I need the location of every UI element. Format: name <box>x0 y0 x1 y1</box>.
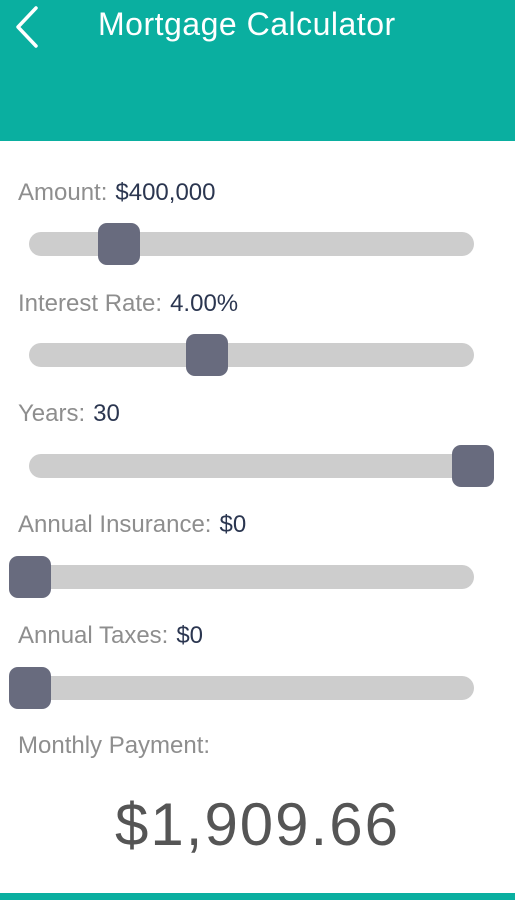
page-title: Mortgage Calculator <box>98 6 396 42</box>
amount-label: Amount: <box>18 179 108 206</box>
amount-slider[interactable] <box>29 223 474 265</box>
monthly-payment-label: Monthly Payment: <box>18 732 211 759</box>
years-label: Years: <box>18 400 86 427</box>
annual-taxes-slider-thumb[interactable] <box>9 667 51 709</box>
annual-taxes-value: $0 <box>176 622 204 649</box>
annual-insurance-slider[interactable] <box>9 556 474 598</box>
years-row-label: Years: 30 <box>18 398 120 430</box>
interest-rate-slider-thumb[interactable] <box>186 334 229 376</box>
app-header: Mortgage Calculator <box>0 0 515 141</box>
monthly-payment-value: $1,909.66 <box>115 791 400 858</box>
annual-insurance-slider-thumb[interactable] <box>9 556 51 598</box>
footer-accent-bar <box>0 893 515 900</box>
interest-rate-row-label: Interest Rate: 4.00% <box>18 288 238 320</box>
annual-insurance-value: $0 <box>219 511 247 538</box>
back-button[interactable] <box>10 4 50 50</box>
years-slider[interactable] <box>29 445 494 487</box>
amount-value: $400,000 <box>115 179 216 206</box>
interest-rate-value: 4.00% <box>170 290 239 317</box>
annual-taxes-label: Annual Taxes: <box>18 622 169 649</box>
interest-rate-label: Interest Rate: <box>18 290 163 317</box>
annual-taxes-slider[interactable] <box>9 667 474 709</box>
amount-row-label: Amount: $400,000 <box>18 177 216 209</box>
amount-slider-thumb[interactable] <box>97 223 140 265</box>
annual-insurance-row-label: Annual Insurance: $0 <box>18 509 246 541</box>
years-value: 30 <box>93 400 120 427</box>
annual-insurance-label: Annual Insurance: <box>18 511 212 538</box>
interest-rate-slider[interactable] <box>29 334 474 376</box>
years-slider-thumb[interactable] <box>452 445 494 487</box>
chevron-left-icon <box>16 6 38 48</box>
annual-taxes-row-label: Annual Taxes: $0 <box>18 620 203 652</box>
